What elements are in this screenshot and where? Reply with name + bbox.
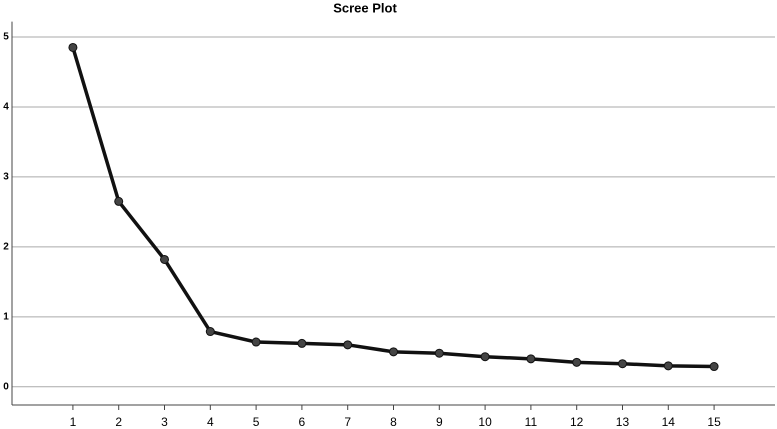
chart-title: Scree Plot [333, 0, 397, 15]
data-point [434, 348, 444, 358]
y-tick-label: 3 [3, 172, 9, 183]
data-line [71, 46, 715, 369]
y-tick-label: 1 [3, 311, 9, 322]
data-point [297, 338, 307, 348]
y-tick-label: 0 [3, 381, 9, 392]
y-tick-label: 2 [3, 242, 9, 253]
x-tick-label: 1 [70, 415, 77, 429]
x-tick-label: 15 [707, 415, 721, 429]
data-point [205, 327, 215, 337]
x-tick-label: 7 [344, 415, 351, 429]
x-tick-label: 13 [616, 415, 630, 429]
data-point [343, 340, 353, 350]
x-tick-label: 12 [570, 415, 584, 429]
x-tick-label: 9 [436, 415, 443, 429]
y-tick-label: 4 [3, 102, 9, 113]
data-point [251, 337, 261, 347]
data-point [709, 362, 719, 372]
x-tick-label: 10 [478, 415, 492, 429]
data-point [68, 42, 78, 52]
x-tick-label: 4 [207, 415, 214, 429]
data-point [480, 352, 490, 362]
y-tick-label: 5 [3, 32, 9, 43]
data-point [114, 196, 124, 206]
data-point [526, 354, 536, 364]
data-point [617, 359, 627, 369]
data-point [389, 347, 398, 357]
x-tick-label: 3 [161, 415, 168, 429]
x-tick-label: 6 [299, 415, 306, 429]
x-tick-label: 14 [662, 415, 676, 429]
x-tick-label: 8 [390, 415, 397, 429]
x-tick-label: 5 [253, 415, 260, 429]
data-point [663, 361, 673, 371]
data-point [572, 357, 582, 367]
data-point [160, 254, 170, 264]
x-tick-label: 2 [115, 415, 122, 429]
x-tick-label: 11 [525, 415, 538, 429]
